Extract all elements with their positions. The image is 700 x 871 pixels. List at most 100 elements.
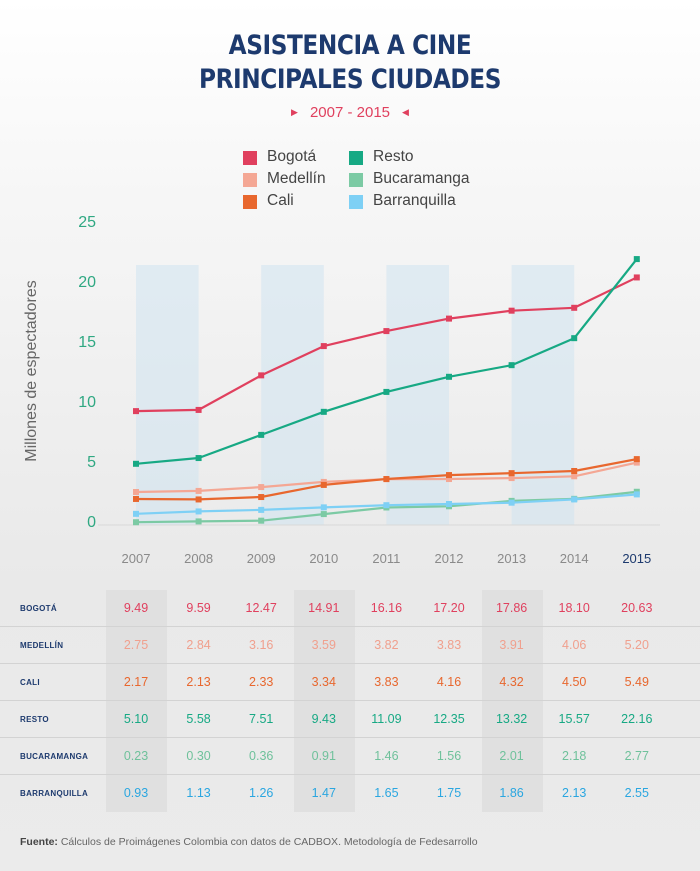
y-tick-label: 5	[87, 454, 96, 471]
table-cell: 9.43	[311, 712, 336, 726]
table-cell: 1.65	[374, 786, 399, 800]
table-cell: 7.51	[249, 712, 274, 726]
table-cell: 17.20	[433, 601, 465, 615]
data-point	[508, 470, 515, 477]
data-point	[258, 372, 265, 379]
table-cell: 11.09	[371, 712, 402, 726]
table-cell: 0.36	[249, 749, 274, 763]
x-tick-label: 2014	[559, 551, 589, 566]
data-point	[508, 475, 515, 482]
table-cell: 4.50	[562, 675, 587, 689]
data-point	[633, 274, 640, 281]
data-point	[133, 408, 139, 415]
table-cell: 22.16	[621, 712, 653, 726]
table-cell: 14.91	[308, 601, 340, 615]
table-row-label: RESTO	[20, 715, 49, 724]
data-point	[446, 501, 452, 507]
table-cell: 5.20	[624, 638, 649, 652]
legend-label: Barranquilla	[373, 192, 456, 209]
x-tick-label: 2012	[434, 551, 464, 566]
legend-label: Resto	[373, 148, 414, 165]
y-tick-label: 25	[78, 214, 96, 231]
table-cell: 2.84	[186, 638, 211, 652]
table-row: BUCARAMANGA 0.23 0.30 0.36 0.91 1.46 1.56 2.01 2…	[0, 738, 700, 775]
table-cell: 0.30	[186, 749, 211, 763]
data-point	[320, 504, 327, 511]
table-cell: 2.13	[562, 786, 587, 800]
table-cell: 4.06	[562, 638, 587, 652]
table-column-shade	[481, 590, 543, 812]
chart-title-line1: ASISTENCIA A CINE	[228, 30, 472, 61]
data-point	[383, 476, 390, 483]
data-point	[195, 518, 202, 525]
table-cell: 2.17	[123, 675, 149, 689]
table-cell: 2.18	[562, 749, 587, 763]
table-cell: 0.23	[123, 749, 149, 763]
data-point	[571, 304, 578, 311]
triangle-left-icon: ◀	[402, 107, 409, 117]
data-point	[195, 496, 202, 503]
year-band	[386, 265, 449, 525]
data-point	[508, 362, 515, 369]
table-row: CALI 2.17 2.13 2.33 3.34 3.83 4.16 4.32 4.50 5.49	[0, 664, 700, 701]
data-point	[320, 481, 327, 488]
table-cell: 3.91	[499, 638, 524, 652]
table-cell: 2.13	[186, 675, 211, 689]
row-divider	[0, 626, 700, 627]
table-cell: 1.47	[311, 786, 336, 800]
table-cell: 1.86	[499, 786, 524, 800]
table-cell: 5.49	[624, 675, 649, 689]
table-row: BARRANQUILLA 0.93 1.13 1.26 1.47 1.65 1.75 1.86…	[0, 775, 700, 812]
data-point	[446, 315, 452, 322]
table-column-shade	[106, 590, 167, 812]
data-point	[133, 510, 139, 517]
data-point	[320, 408, 327, 415]
table-row-label: BUCARAMANGA	[20, 752, 89, 761]
data-point	[446, 476, 452, 483]
row-divider	[0, 663, 700, 664]
table-cell: 3.83	[374, 675, 399, 689]
table-cell: 4.32	[499, 675, 524, 689]
subtitle: ▶ 2007 - 2015 ◀	[0, 104, 700, 122]
legend-swatch	[243, 151, 257, 165]
data-point	[571, 496, 578, 503]
table-cell: 0.91	[311, 749, 336, 763]
table-cell: 15.57	[558, 712, 590, 726]
data-point	[383, 502, 390, 509]
table-cell: 5.10	[123, 712, 149, 726]
legend-swatch	[243, 195, 257, 209]
table-row: RESTO 5.10 5.58 7.51 9.43 11.09 12.35 13.32 15.5…	[0, 701, 700, 738]
table-cell: 2.01	[499, 749, 524, 763]
year-range: 2007 - 2015	[309, 104, 391, 121]
table-cell: 12.47	[245, 601, 277, 615]
x-tick-label: 2011	[372, 551, 401, 566]
table-cell: 3.34	[311, 675, 336, 689]
data-point	[446, 373, 452, 380]
data-point	[571, 473, 578, 480]
table-cell: 1.26	[249, 786, 274, 800]
table-cell: 12.35	[433, 712, 465, 726]
data-point	[633, 459, 640, 466]
data-point	[633, 256, 640, 263]
data-point	[133, 519, 139, 526]
table-cell: 17.86	[495, 601, 528, 615]
legend-swatch	[349, 195, 363, 209]
x-tick-label: 2010	[309, 551, 339, 566]
legend-label: Medellín	[267, 170, 326, 187]
data-point	[320, 343, 327, 350]
table-cell: 1.13	[186, 786, 211, 800]
legend-label: Bucaramanga	[373, 170, 470, 187]
table-row: BOGOTÁ 9.49 9.59 12.47 14.91 16.16 17.20 17.86 1…	[0, 590, 700, 627]
data-point	[383, 388, 390, 395]
data-point	[383, 328, 390, 335]
data-point	[195, 508, 202, 515]
table-row-label: BOGOTÁ	[20, 604, 57, 613]
table-cell: 3.59	[311, 638, 336, 652]
year-band	[136, 265, 199, 525]
row-divider	[0, 737, 700, 738]
table-cell: 18.10	[558, 601, 590, 615]
table-cell: 3.82	[374, 638, 399, 652]
data-point	[571, 468, 578, 474]
row-divider	[0, 700, 700, 701]
data-point	[133, 489, 139, 495]
